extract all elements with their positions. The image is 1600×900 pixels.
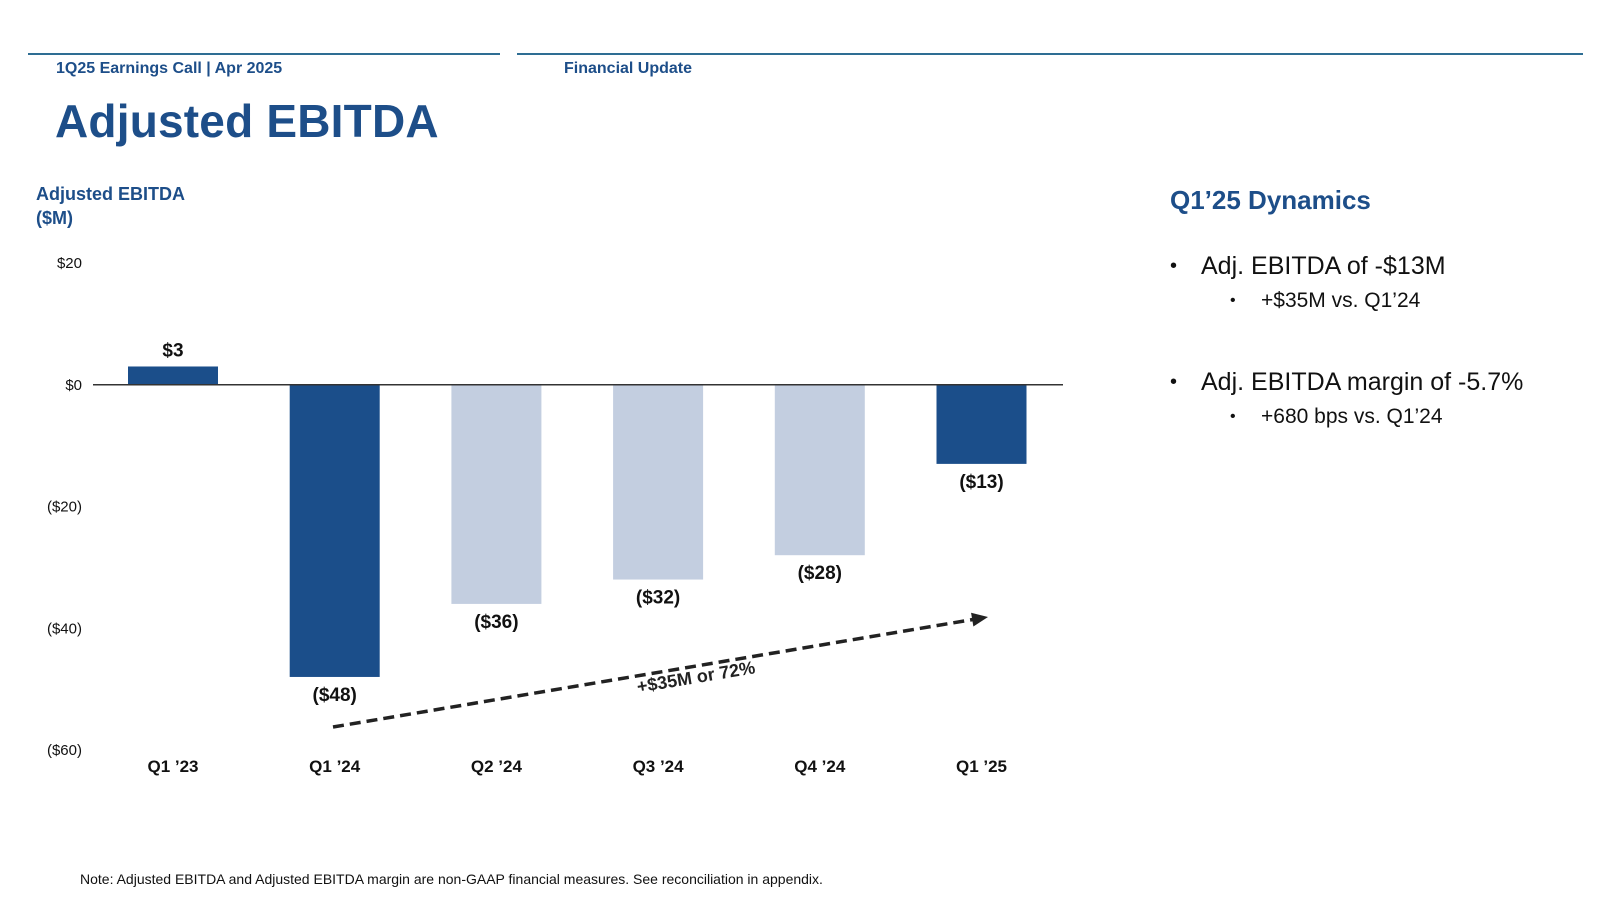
dynamics-title: Q1’25 Dynamics [1170,185,1371,215]
header-event: 1Q25 Earnings Call | Apr 2025 [56,60,283,77]
ebitda-bar-chart: $20 $0 ($20) ($40) ($60) $3 ($48) ($36) ($32) ($2… [47,255,1063,776]
dynamics-subitem: +$35M vs. Q1’24 [1170,286,1570,316]
y-tick-label: ($40) [47,620,82,637]
x-tick-label: Q1 ’24 [309,757,361,776]
x-tick-label: Q4 ’24 [794,757,846,776]
bar [613,384,704,580]
dynamics-list: Adj. EBITDA of -$13M +$35M vs. Q1’24 Adj… [1170,250,1570,432]
bar [128,366,218,385]
trend-arrow-line [332,617,977,729]
bar [936,384,1027,464]
bar [774,384,865,556]
header-rule-right [517,53,1583,55]
data-label: ($36) [474,612,518,633]
y-tick-label: ($60) [47,742,82,759]
chart-axis-title-line2: ($M) [36,208,73,228]
x-tick-label: Q1 ’25 [956,757,1007,776]
dynamics-item: Adj. EBITDA margin of -5.7% [1170,366,1570,399]
trend-annotation: +$35M or 72% [635,657,756,697]
header-rule-left [28,53,500,55]
y-tick-label: ($20) [47,499,82,516]
dynamics-item: Adj. EBITDA of -$13M [1170,250,1570,283]
footnote: Note: Adjusted EBITDA and Adjusted EBITD… [80,871,823,887]
data-label: $3 [162,340,183,361]
x-tick-label: Q3 ’24 [633,757,685,776]
bar [289,384,380,677]
chart-axis-title: Adjusted EBITDA ($M) [36,182,256,230]
dynamics-subitem: +680 bps vs. Q1’24 [1170,402,1570,432]
bar [451,384,542,604]
chart-axis-title-line1: Adjusted EBITDA [36,184,186,204]
header-section: Financial Update [564,60,693,77]
page-title: Adjusted EBITDA [55,95,439,147]
y-tick-label: $20 [57,255,82,272]
trend-arrow-head [971,612,988,627]
data-label: ($13) [959,472,1003,493]
data-label: ($48) [313,685,357,706]
x-tick-label: Q2 ’24 [471,757,523,776]
data-label: ($32) [636,588,680,609]
y-tick-label: $0 [65,377,82,394]
x-tick-label: Q1 ’23 [147,757,198,776]
data-label: ($28) [798,563,842,584]
